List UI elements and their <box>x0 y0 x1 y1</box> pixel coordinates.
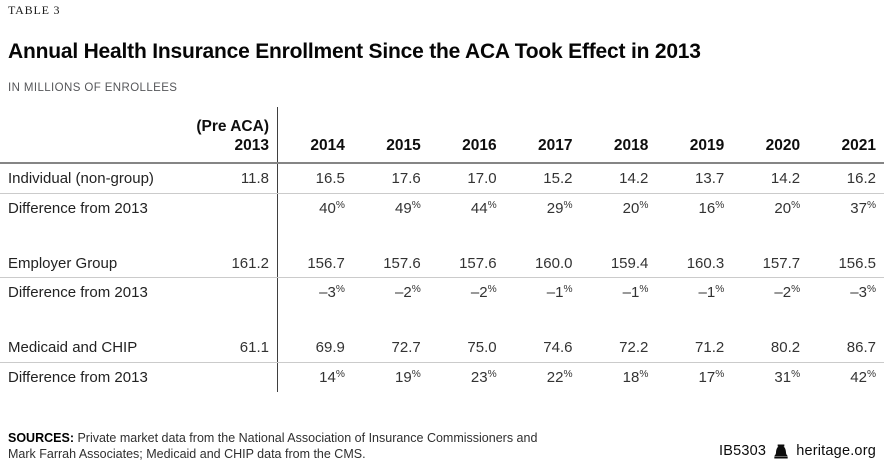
cell-2015: 72.7 <box>391 339 421 356</box>
cell-2021: 37% <box>850 200 876 217</box>
cell-2017: –1% <box>546 284 573 301</box>
cell-2017: 22% <box>546 369 573 386</box>
cell-2019: 16% <box>698 200 725 217</box>
year-2013-label: 2013 <box>234 136 269 154</box>
cell-2016: 75.0 <box>467 339 497 356</box>
page-title: Annual Health Insurance Enrollment Since… <box>8 40 701 64</box>
row-label: Employer Group <box>8 254 118 272</box>
cell-2019: 71.2 <box>695 339 725 356</box>
cell-2018: 20% <box>622 200 649 217</box>
row-group-gap <box>0 307 884 333</box>
cell-2015: 157.6 <box>383 254 421 272</box>
cell-2014: 16.5 <box>277 164 353 193</box>
cell-2016: 157.6 <box>459 254 497 272</box>
cell-2021: 86.7 <box>846 339 876 356</box>
cell-2020: –2% <box>774 284 801 301</box>
units-subtitle: IN MILLIONS OF ENROLLEES <box>8 82 178 94</box>
column-header-2014: 2014 <box>277 107 353 162</box>
cell-2018: 72.2 <box>619 339 649 356</box>
pre-aca-label: (Pre ACA) <box>196 118 269 136</box>
table-row-medicaid-difference: Difference from 2013 14% 19% 23% 22% 18%… <box>0 363 884 392</box>
cell-2017: 15.2 <box>543 170 573 187</box>
cell-2013 <box>193 363 277 392</box>
row-label: Medicaid and CHIP <box>8 339 138 356</box>
column-header-2018: 2018 <box>613 137 649 154</box>
cell-2018: 18% <box>622 369 649 386</box>
cell-2015: –2% <box>395 284 421 301</box>
cell-2019: 13.7 <box>695 170 725 187</box>
table-row-individual: Individual (non-group) 11.8 16.5 17.6 17… <box>0 164 884 194</box>
row-label: Difference from 2013 <box>8 200 148 217</box>
sources-text: Private market data from the National As… <box>8 431 538 461</box>
cell-2013 <box>193 194 277 223</box>
column-header-2015: 2015 <box>386 137 421 154</box>
column-header-2019: 2019 <box>689 137 725 154</box>
header-spacer <box>0 107 193 162</box>
column-header-2020: 2020 <box>765 137 801 154</box>
column-header-2017: 2017 <box>538 137 573 154</box>
row-label: Individual (non-group) <box>8 170 154 187</box>
report-id: IB5303 <box>719 443 767 459</box>
cell-2020: 14.2 <box>770 170 801 187</box>
cell-2017: 29% <box>546 200 573 217</box>
cell-2021: 42% <box>850 369 876 386</box>
cell-2014: 69.9 <box>277 333 353 362</box>
cell-2013 <box>193 278 277 307</box>
cell-2018: 14.2 <box>619 170 649 187</box>
cell-2018: 159.4 <box>610 254 649 272</box>
enrollment-table: (Pre ACA) 2013 2014 2015 2016 2017 2018 … <box>0 107 884 392</box>
cell-2020: 31% <box>774 369 801 386</box>
cell-2016: 23% <box>470 369 497 386</box>
cell-2019: 160.3 <box>686 254 725 272</box>
cell-2021: –3% <box>850 284 876 301</box>
cell-2021: 16.2 <box>846 170 876 187</box>
row-label: Difference from 2013 <box>8 284 148 301</box>
heritage-site-link[interactable]: heritage.org <box>796 443 876 459</box>
cell-2016: –2% <box>470 284 497 301</box>
cell-2015: 19% <box>395 369 421 386</box>
cell-2014: 14% <box>277 363 353 392</box>
table-row-individual-difference: Difference from 2013 40% 49% 44% 29% 20%… <box>0 194 884 223</box>
cell-2013: 61.1 <box>239 339 269 356</box>
row-label: Difference from 2013 <box>8 369 148 386</box>
table-row-medicaid-chip: Medicaid and CHIP 61.1 69.9 72.7 75.0 74… <box>0 333 884 363</box>
cell-2014: 40% <box>277 194 353 223</box>
cell-2017: 74.6 <box>543 339 573 356</box>
sources-label: SOURCES: <box>8 431 74 445</box>
cell-2018: –1% <box>622 284 649 301</box>
table-row-employer-group: Employer Group 161.2 156.7 157.6 157.6 1… <box>0 249 884 278</box>
column-header-2016: 2016 <box>462 137 497 154</box>
cell-2015: 49% <box>395 200 421 217</box>
column-header-2021: 2021 <box>841 137 876 154</box>
cell-2016: 44% <box>470 200 497 217</box>
liberty-bell-icon <box>773 444 789 459</box>
column-header-2013: (Pre ACA) 2013 <box>193 107 277 162</box>
cell-2020: 80.2 <box>770 339 801 356</box>
cell-2019: 17% <box>698 369 725 386</box>
sources-note: SOURCES: Private market data from the Na… <box>8 431 548 462</box>
cell-2017: 160.0 <box>534 254 573 272</box>
cell-2020: 157.7 <box>762 254 801 272</box>
table-row-employer-difference: Difference from 2013 –3% –2% –2% –1% –1%… <box>0 278 884 307</box>
brand-footer: IB5303 heritage.org <box>719 443 876 459</box>
table-header-row: (Pre ACA) 2013 2014 2015 2016 2017 2018 … <box>0 107 884 164</box>
cell-2013: 161.2 <box>231 254 269 272</box>
cell-2015: 17.6 <box>391 170 421 187</box>
cell-2014: –3% <box>277 278 353 307</box>
table-number-label: TABLE 3 <box>8 3 61 17</box>
cell-2014: 156.7 <box>277 249 353 277</box>
cell-2016: 17.0 <box>467 170 497 187</box>
cell-2020: 20% <box>774 200 801 217</box>
cell-2021: 156.5 <box>838 254 876 272</box>
cell-2019: –1% <box>698 284 725 301</box>
row-group-gap <box>0 223 884 249</box>
cell-2013: 11.8 <box>240 170 269 187</box>
